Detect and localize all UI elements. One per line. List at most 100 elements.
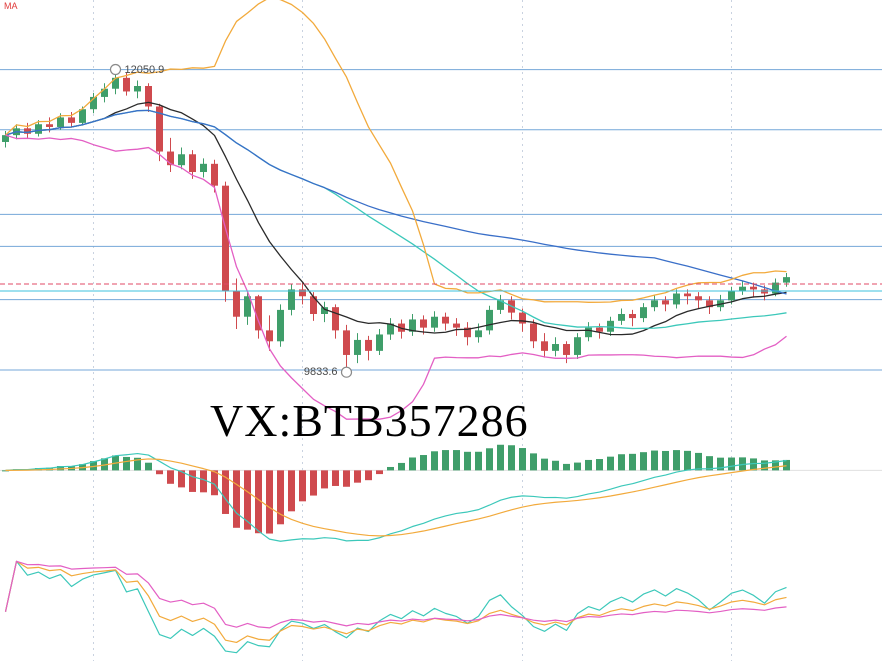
candle-body bbox=[783, 277, 790, 283]
macd-histogram-bar bbox=[607, 456, 614, 471]
rsi-line-6 bbox=[4, 560, 787, 654]
macd-histogram-bar bbox=[387, 466, 394, 471]
macd-histogram-bar bbox=[431, 451, 438, 471]
candle-body bbox=[79, 109, 86, 123]
rsi-pane bbox=[4, 560, 787, 654]
macd-histogram-bar bbox=[288, 470, 295, 512]
low-marker-circle bbox=[340, 366, 353, 378]
candle-body bbox=[2, 135, 9, 142]
candle-body bbox=[57, 117, 64, 127]
overlay-BOLL-upper bbox=[5, 0, 787, 303]
macd-histogram-bar bbox=[728, 457, 735, 471]
macd-pane bbox=[0, 444, 882, 542]
macd-histogram-bar bbox=[200, 470, 207, 493]
macd-dif-line bbox=[5, 452, 787, 542]
macd-histogram-bar bbox=[211, 470, 218, 496]
candle-body bbox=[310, 296, 317, 314]
candle-body bbox=[475, 330, 482, 338]
candle-body bbox=[684, 293, 691, 297]
macd-histogram-bar bbox=[673, 450, 680, 471]
macd-histogram-bar bbox=[167, 470, 174, 484]
candle-body bbox=[629, 313, 636, 319]
macd-histogram-bar bbox=[222, 470, 229, 514]
macd-histogram-bar bbox=[145, 462, 152, 471]
candle-body bbox=[420, 319, 427, 328]
macd-histogram-bar bbox=[178, 470, 185, 488]
candle-body bbox=[772, 282, 779, 294]
candle-body bbox=[200, 163, 207, 173]
macd-histogram-bar bbox=[651, 450, 658, 471]
macd-histogram-bar bbox=[233, 470, 240, 528]
candle-body bbox=[277, 309, 284, 342]
macd-histogram-bar bbox=[541, 458, 548, 471]
macd-histogram-bar bbox=[156, 470, 163, 475]
candle-body bbox=[563, 344, 570, 355]
candle-body bbox=[695, 296, 702, 301]
macd-histogram-bar bbox=[2, 470, 9, 472]
macd-histogram-bar bbox=[739, 457, 746, 471]
candle-body bbox=[728, 290, 735, 301]
macd-histogram-bar bbox=[662, 450, 669, 471]
macd-histogram-bar bbox=[354, 470, 361, 483]
candle-body bbox=[387, 323, 394, 335]
price-annotations bbox=[109, 63, 353, 378]
candle-body bbox=[739, 286, 746, 291]
high-marker-circle bbox=[109, 63, 122, 76]
macd-histogram-bar bbox=[530, 453, 537, 471]
candlestick-series bbox=[2, 69, 790, 373]
macd-histogram-bar bbox=[552, 460, 559, 471]
watermark-text: VX:BTB357286 bbox=[210, 395, 529, 446]
macd-histogram-bar bbox=[299, 470, 306, 502]
macd-histogram-bar bbox=[409, 457, 416, 471]
candle-body bbox=[574, 337, 581, 355]
candle-body bbox=[244, 296, 251, 317]
candle-body bbox=[24, 128, 31, 134]
candle-body bbox=[530, 323, 537, 342]
candle-body bbox=[365, 339, 372, 351]
macd-dea-line bbox=[5, 458, 787, 537]
candle-body bbox=[156, 106, 163, 152]
macd-histogram-bar bbox=[783, 459, 790, 471]
macd-histogram-bar bbox=[596, 459, 603, 471]
macd-histogram-bar bbox=[277, 470, 284, 525]
macd-histogram-bar bbox=[420, 455, 427, 471]
candle-body bbox=[112, 77, 119, 89]
overlay-BOLL-lower bbox=[5, 134, 787, 420]
macd-histogram-bar bbox=[618, 454, 625, 471]
macd-histogram-bar bbox=[123, 456, 130, 471]
candle-body bbox=[68, 117, 75, 123]
candle-body bbox=[354, 339, 361, 355]
macd-histogram-bar bbox=[717, 457, 724, 471]
rsi-line-12 bbox=[4, 560, 787, 644]
candle-body bbox=[101, 88, 108, 97]
macd-histogram-bar bbox=[761, 460, 768, 471]
candle-body bbox=[519, 312, 526, 324]
candle-body bbox=[321, 307, 328, 314]
macd-histogram-bar bbox=[497, 444, 504, 471]
macd-histogram-bar bbox=[640, 452, 647, 471]
macd-histogram-bar bbox=[332, 470, 339, 486]
candle-body bbox=[651, 300, 658, 308]
macd-histogram-bar bbox=[101, 458, 108, 471]
candle-body bbox=[167, 151, 174, 166]
candle-body bbox=[233, 290, 240, 317]
candle-body bbox=[266, 330, 273, 342]
candle-body bbox=[706, 300, 713, 308]
candle-body bbox=[750, 286, 757, 290]
candle-body bbox=[255, 296, 262, 331]
candle-body bbox=[332, 307, 339, 331]
macd-histogram-bar bbox=[398, 462, 405, 471]
candle-body bbox=[299, 289, 306, 297]
macd-histogram-bar bbox=[464, 451, 471, 471]
candle-body bbox=[486, 309, 493, 331]
candle-body bbox=[134, 86, 141, 92]
macd-histogram-bar bbox=[442, 450, 449, 471]
indicator-label: MA bbox=[4, 1, 18, 11]
macd-histogram-bar bbox=[706, 456, 713, 471]
macd-histogram-bar bbox=[90, 461, 97, 471]
macd-histogram-bar bbox=[310, 470, 317, 496]
macd-histogram-bar bbox=[585, 459, 592, 471]
